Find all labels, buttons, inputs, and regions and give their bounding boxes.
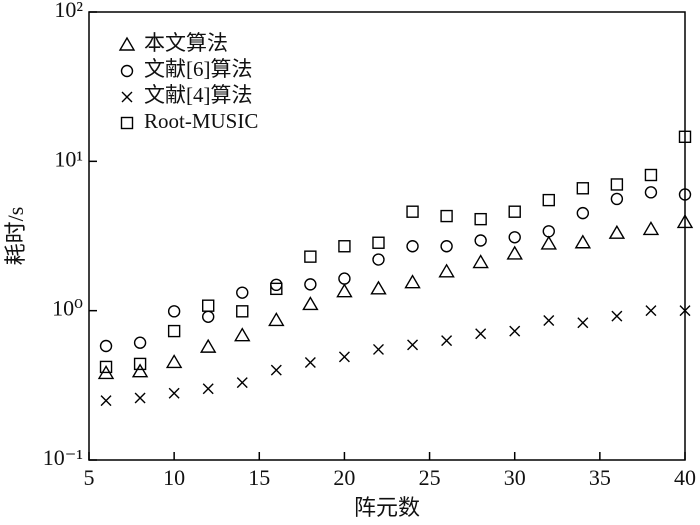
legend-label: 文献[4]算法 [144,83,253,107]
cross-marker [236,377,248,389]
cross-marker [100,395,112,407]
cross-marker [577,317,589,329]
square-marker [678,130,692,143]
circle-marker [99,339,113,353]
triangle-marker [336,283,353,298]
circle-marker [542,225,555,238]
cross-marker [338,351,350,363]
square-marker [236,305,249,318]
cross-marker [372,343,384,355]
x-tick-label: 5 [84,465,95,490]
square-marker [440,209,453,223]
triangle-marker [118,36,136,51]
cross-marker [134,392,146,404]
triangle-marker [165,354,183,369]
circle-marker [201,310,215,323]
cross-marker [475,328,487,340]
circle-marker [304,278,317,291]
x-tick-label: 40 [674,465,696,490]
triangle-marker [642,221,660,236]
cross-marker [168,387,180,399]
cross-marker [543,314,555,326]
circle-marker [508,231,521,244]
square-marker [644,168,658,182]
square-marker [270,282,283,296]
triangle-marker [676,214,694,229]
square-marker [542,193,555,207]
square-marker [474,212,487,226]
cross-marker [202,383,214,395]
triangle-marker [199,338,217,353]
cross-marker [121,91,133,103]
y-tick-label: 10⁰ [52,296,83,321]
square-marker [99,360,113,374]
triangle-marker [404,274,421,289]
circle-marker [236,286,249,299]
circle-marker [270,278,283,292]
cross-marker [645,305,657,317]
triangle-marker [608,224,626,239]
triangle-marker [302,296,319,311]
square-marker [338,240,351,253]
cross-marker [304,356,316,368]
cross-marker [679,305,691,317]
x-tick-label: 35 [589,465,611,490]
triangle-marker [506,245,523,260]
x-tick-label: 20 [333,465,355,490]
square-marker [508,205,521,218]
square-marker [133,357,147,371]
circle-marker [406,240,419,253]
circle-marker [610,192,624,206]
y-tick-label: 10⁻¹ [43,445,83,470]
circle-marker [338,272,351,285]
square-marker [372,236,385,249]
square-marker [304,250,317,263]
circle-marker [372,253,385,266]
x-axis-label: 阵元数 [354,495,420,520]
y-axis-label: 耗时/s [3,207,28,266]
square-marker [167,324,181,338]
circle-marker [440,240,453,253]
square-marker [576,182,590,195]
circle-marker [678,188,692,201]
plot-frame [88,11,686,461]
circle-marker [644,186,658,199]
circle-marker [120,64,134,78]
triangle-marker [540,235,557,250]
legend-label: 文献[6]算法 [144,57,253,81]
cross-marker [611,310,623,322]
circle-marker [576,206,590,220]
x-tick-label: 10 [163,465,185,490]
triangle-marker [438,263,455,278]
circle-marker [167,305,181,318]
triangle-marker [131,363,149,378]
square-marker [120,116,134,130]
triangle-marker [234,327,251,342]
triangle-marker [370,280,387,295]
x-tick-label: 30 [504,465,526,490]
triangle-marker [472,254,489,269]
x-tick-label: 25 [419,465,441,490]
cross-marker [441,335,453,347]
cross-marker [509,325,521,337]
triangle-marker [268,312,285,327]
square-marker [406,205,419,218]
square-marker [201,299,215,312]
circle-marker [474,234,487,247]
cross-marker [407,339,419,351]
legend-label: 本文算法 [144,31,228,55]
cross-marker [270,364,282,376]
square-marker [610,178,624,191]
x-tick-label: 15 [248,465,270,490]
y-tick-label: 10¹ [54,146,83,171]
triangle-marker [574,234,592,249]
legend-label: Root-MUSIC [144,109,258,133]
circle-marker [133,336,147,349]
y-tick-label: 10² [54,0,83,22]
